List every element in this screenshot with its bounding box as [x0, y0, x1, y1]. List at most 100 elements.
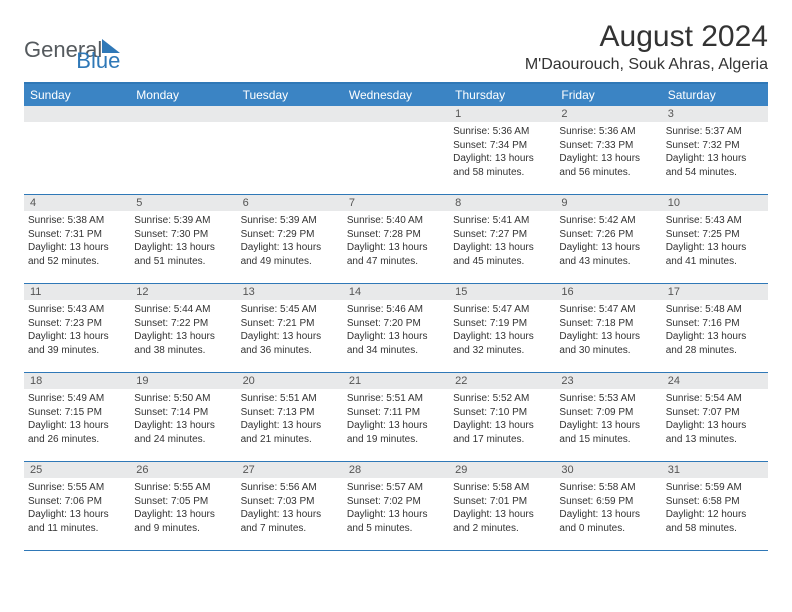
sunrise-line: Sunrise: 5:37 AM	[666, 125, 764, 139]
empty-cell	[130, 106, 236, 194]
day-cell: 16Sunrise: 5:47 AMSunset: 7:18 PMDayligh…	[555, 284, 661, 372]
day-number: 14	[343, 284, 449, 300]
daylight-line: Daylight: 13 hours and 19 minutes.	[347, 419, 445, 446]
day-cell: 13Sunrise: 5:45 AMSunset: 7:21 PMDayligh…	[237, 284, 343, 372]
week-row: 4Sunrise: 5:38 AMSunset: 7:31 PMDaylight…	[24, 195, 768, 284]
day-number: 24	[662, 373, 768, 389]
sunset-line: Sunset: 6:59 PM	[559, 495, 657, 509]
daylight-line: Daylight: 13 hours and 52 minutes.	[28, 241, 126, 268]
day-headers: SundayMondayTuesdayWednesdayThursdayFrid…	[24, 84, 768, 106]
day-number: 19	[130, 373, 236, 389]
sunrise-line: Sunrise: 5:44 AM	[134, 303, 232, 317]
day-number: 26	[130, 462, 236, 478]
day-number: 3	[662, 106, 768, 122]
sunset-line: Sunset: 7:14 PM	[134, 406, 232, 420]
day-cell: 18 Sunrise: 5:49 AMSunset: 7:15 PMDayligh…	[24, 373, 130, 461]
daylight-line: Daylight: 13 hours and 39 minutes.	[28, 330, 126, 357]
daylight-line: Daylight: 13 hours and 30 minutes.	[559, 330, 657, 357]
page: General Blue August 2024 M'Daourouch, So…	[0, 0, 792, 571]
daylight-line: Daylight: 13 hours and 47 minutes.	[347, 241, 445, 268]
day-cell: 17Sunrise: 5:48 AMSunset: 7:16 PMDayligh…	[662, 284, 768, 372]
day-cell: 6Sunrise: 5:39 AMSunset: 7:29 PMDaylight…	[237, 195, 343, 283]
week-row: 11Sunrise: 5:43 AMSunset: 7:23 PMDayligh…	[24, 284, 768, 373]
daylight-line: Daylight: 13 hours and 49 minutes.	[241, 241, 339, 268]
day-header: Sunday	[24, 84, 130, 106]
daylight-line: Daylight: 13 hours and 56 minutes.	[559, 152, 657, 179]
daylight-line: Daylight: 13 hours and 5 minutes.	[347, 508, 445, 535]
day-number: 29	[449, 462, 555, 478]
sunrise-line: Sunrise: 5:55 AM	[134, 481, 232, 495]
day-number: 2	[555, 106, 661, 122]
sunset-line: Sunset: 7:23 PM	[28, 317, 126, 331]
sunrise-line: Sunrise: 5:41 AM	[453, 214, 551, 228]
sunrise-line: Sunrise: 5:43 AM	[666, 214, 764, 228]
sunset-line: Sunset: 7:09 PM	[559, 406, 657, 420]
sunrise-line: Sunrise: 5:39 AM	[241, 214, 339, 228]
sunrise-line: Sunrise: 5:57 AM	[347, 481, 445, 495]
logo: General Blue	[24, 20, 120, 74]
day-cell: 14Sunrise: 5:46 AMSunset: 7:20 PMDayligh…	[343, 284, 449, 372]
daylight-line: Daylight: 13 hours and 0 minutes.	[559, 508, 657, 535]
day-cell: 12Sunrise: 5:44 AMSunset: 7:22 PMDayligh…	[130, 284, 236, 372]
day-cell: 25Sunrise: 5:55 AMSunset: 7:06 PMDayligh…	[24, 462, 130, 550]
sunrise-line: Sunrise: 5:49 AM	[28, 392, 126, 406]
sunset-line: Sunset: 7:25 PM	[666, 228, 764, 242]
day-cell: 19 Sunrise: 5:50 AMSunset: 7:14 PMDayligh…	[130, 373, 236, 461]
sunrise-line: Sunrise: 5:36 AM	[453, 125, 551, 139]
sunrise-line: Sunrise: 5:42 AM	[559, 214, 657, 228]
sunset-line: Sunset: 7:10 PM	[453, 406, 551, 420]
daylight-line: Daylight: 13 hours and 54 minutes.	[666, 152, 764, 179]
day-cell: 3Sunrise: 5:37 AMSunset: 7:32 PMDaylight…	[662, 106, 768, 194]
sunset-line: Sunset: 7:03 PM	[241, 495, 339, 509]
day-number: 4	[24, 195, 130, 211]
sunset-line: Sunset: 7:07 PM	[666, 406, 764, 420]
sunset-line: Sunset: 7:11 PM	[347, 406, 445, 420]
sunset-line: Sunset: 7:21 PM	[241, 317, 339, 331]
empty-cell	[24, 106, 130, 194]
daylight-line: Daylight: 13 hours and 43 minutes.	[559, 241, 657, 268]
sunrise-line: Sunrise: 5:50 AM	[134, 392, 232, 406]
sunrise-line: Sunrise: 5:53 AM	[559, 392, 657, 406]
daylight-line: Daylight: 13 hours and 17 minutes.	[453, 419, 551, 446]
day-number: 25	[24, 462, 130, 478]
sunrise-line: Sunrise: 5:39 AM	[134, 214, 232, 228]
sunrise-line: Sunrise: 5:51 AM	[347, 392, 445, 406]
daylight-line: Daylight: 13 hours and 11 minutes.	[28, 508, 126, 535]
day-number: 17	[662, 284, 768, 300]
daylight-line: Daylight: 13 hours and 41 minutes.	[666, 241, 764, 268]
day-header: Tuesday	[237, 84, 343, 106]
sunset-line: Sunset: 7:18 PM	[559, 317, 657, 331]
day-header: Thursday	[449, 84, 555, 106]
day-cell: 22Sunrise: 5:52 AMSunset: 7:10 PMDayligh…	[449, 373, 555, 461]
day-number: 16	[555, 284, 661, 300]
sunset-line: Sunset: 7:15 PM	[28, 406, 126, 420]
day-header: Monday	[130, 84, 236, 106]
day-number: 11	[24, 284, 130, 300]
day-cell: 26Sunrise: 5:55 AMSunset: 7:05 PMDayligh…	[130, 462, 236, 550]
day-number: 18	[24, 373, 130, 389]
day-number: 10	[662, 195, 768, 211]
daylight-line: Daylight: 13 hours and 24 minutes.	[134, 419, 232, 446]
daylight-line: Daylight: 13 hours and 2 minutes.	[453, 508, 551, 535]
sunrise-line: Sunrise: 5:36 AM	[559, 125, 657, 139]
logo-text-blue: Blue	[76, 48, 120, 74]
day-number: 30	[555, 462, 661, 478]
sunset-line: Sunset: 7:28 PM	[347, 228, 445, 242]
sunrise-line: Sunrise: 5:58 AM	[559, 481, 657, 495]
day-cell: 9Sunrise: 5:42 AMSunset: 7:26 PMDaylight…	[555, 195, 661, 283]
sunrise-line: Sunrise: 5:59 AM	[666, 481, 764, 495]
day-number: 8	[449, 195, 555, 211]
day-header: Wednesday	[343, 84, 449, 106]
day-number: 23	[555, 373, 661, 389]
sunset-line: Sunset: 7:26 PM	[559, 228, 657, 242]
sunrise-line: Sunrise: 5:47 AM	[453, 303, 551, 317]
day-number: 1	[449, 106, 555, 122]
daylight-line: Daylight: 13 hours and 9 minutes.	[134, 508, 232, 535]
sunrise-line: Sunrise: 5:58 AM	[453, 481, 551, 495]
sunset-line: Sunset: 7:29 PM	[241, 228, 339, 242]
sunset-line: Sunset: 7:13 PM	[241, 406, 339, 420]
daylight-line: Daylight: 13 hours and 26 minutes.	[28, 419, 126, 446]
header: General Blue August 2024 M'Daourouch, So…	[24, 20, 768, 74]
sunrise-line: Sunrise: 5:48 AM	[666, 303, 764, 317]
daylight-line: Daylight: 13 hours and 21 minutes.	[241, 419, 339, 446]
